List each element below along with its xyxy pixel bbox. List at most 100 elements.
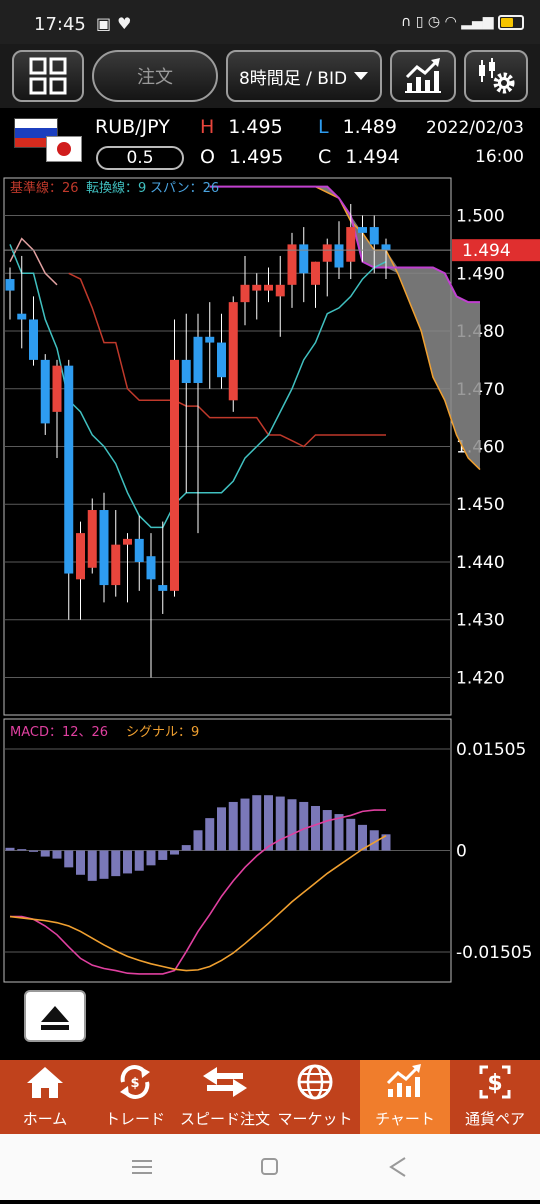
candle-body xyxy=(99,510,109,586)
layout-grid-button[interactable] xyxy=(12,50,84,102)
tab-speed-order-label: スピード注文 xyxy=(180,1110,271,1128)
macd-histogram-bar xyxy=(146,850,156,866)
lot-size[interactable]: 0.5 xyxy=(96,146,184,170)
tab-currency-pair[interactable]: $ 通貨ペア xyxy=(450,1060,540,1134)
candle xyxy=(193,313,203,534)
price-tick-label: 1.440 xyxy=(456,553,505,573)
macd-histogram-bar xyxy=(64,850,74,868)
menu-nav-icon[interactable] xyxy=(132,1160,152,1174)
macd-histogram-bar xyxy=(358,824,367,851)
home-icon xyxy=(27,1067,63,1098)
candle xyxy=(5,267,15,320)
svg-text:$: $ xyxy=(130,1076,139,1091)
chart-icon xyxy=(386,1064,422,1097)
candle-body xyxy=(158,585,168,591)
macd-histogram-bar xyxy=(228,801,238,851)
facebook-icon: ▣ xyxy=(96,14,118,33)
candle-body xyxy=(322,244,332,262)
candle xyxy=(228,296,238,412)
order-button[interactable]: 注文 xyxy=(92,50,218,102)
tab-home-label: ホーム xyxy=(22,1110,68,1128)
chart-area[interactable]: 1.500 1.490 1.480 1.470 1.460 1.450 1.440 1.430… xyxy=(0,176,540,984)
tab-home[interactable]: ホーム xyxy=(0,1060,90,1134)
candle-body xyxy=(217,342,226,378)
period-label: 8時間足 / BID xyxy=(238,68,348,89)
candle-body xyxy=(111,544,121,586)
candle-body xyxy=(146,556,156,580)
price-tick-label: 1.500 xyxy=(456,207,505,227)
macd-histogram-bar xyxy=(111,850,121,877)
candle xyxy=(205,302,215,389)
battery-icon xyxy=(498,14,524,30)
candle xyxy=(87,498,97,574)
macd-histogram-bar xyxy=(134,850,144,871)
indicator-legend-item: 転換線：9 xyxy=(86,180,146,196)
candle xyxy=(311,261,320,308)
candle-body xyxy=(228,302,238,401)
chart-type-button[interactable] xyxy=(390,50,456,102)
macd-tick-label: 0.01505 xyxy=(456,740,526,760)
candle-body xyxy=(64,365,74,574)
signal-icon: ▂▄▆ xyxy=(461,14,494,30)
flag-russia-icon xyxy=(14,118,58,148)
candle xyxy=(299,227,309,303)
candle xyxy=(287,232,297,308)
macd-histogram-bar xyxy=(381,834,391,851)
macd-histogram-bar xyxy=(264,795,273,851)
candle-body xyxy=(76,533,85,580)
chart-canvas[interactable]: 1.5001.4901.4801.4701.4601.4501.4401.430… xyxy=(0,176,540,984)
tab-market[interactable]: マーケット xyxy=(270,1060,360,1134)
speed-order-icon xyxy=(203,1067,247,1097)
chart-footer xyxy=(0,984,540,1060)
candle-body xyxy=(123,538,132,545)
candle-body xyxy=(240,284,250,303)
collapse-button[interactable] xyxy=(24,990,86,1042)
candle xyxy=(369,215,379,274)
svg-text:$: $ xyxy=(487,1071,502,1096)
candle xyxy=(52,359,62,459)
candle-body xyxy=(311,261,320,285)
macd-histogram-bar xyxy=(311,805,320,851)
macd-histogram-bar xyxy=(369,830,379,851)
candle-body xyxy=(29,319,38,360)
candle-body xyxy=(181,359,191,383)
macd-histogram-bar xyxy=(87,850,97,881)
tab-currency-pair-label: 通貨ペア xyxy=(465,1110,526,1128)
flag-japan-icon xyxy=(46,136,82,162)
candle-body xyxy=(381,244,391,251)
tab-trade[interactable]: $ トレード xyxy=(90,1060,180,1134)
candle xyxy=(217,313,226,389)
chart-settings-button[interactable] xyxy=(464,50,528,102)
candle-body xyxy=(134,538,144,562)
tab-speed-order[interactable]: スピード注文 xyxy=(180,1060,270,1134)
currency-pair[interactable]: RUB/JPY xyxy=(95,116,170,138)
indicator-legend-item: 基準線：26 xyxy=(10,180,79,196)
candle xyxy=(358,215,367,262)
candle-body xyxy=(346,227,356,262)
candle xyxy=(111,510,121,597)
price-tick-label: 1.430 xyxy=(456,611,505,631)
macd-histogram-bar xyxy=(252,795,262,851)
macd-histogram-bar xyxy=(52,850,62,859)
heart-icon: ♥ xyxy=(117,14,138,33)
period-select[interactable]: 8時間足 / BID xyxy=(226,50,382,102)
candle xyxy=(346,203,356,280)
ichimoku-cloud xyxy=(209,186,480,470)
candle xyxy=(76,521,85,620)
macd-legend-item: MACD：12、26 xyxy=(10,725,108,740)
vibrate-icon: ▯ xyxy=(415,14,424,30)
chart-toolbar: 注文 8時間足 / BID xyxy=(0,44,540,108)
current-price-badge xyxy=(452,239,540,262)
macd-histogram-bar xyxy=(322,810,332,851)
home-nav-icon[interactable] xyxy=(261,1158,278,1175)
back-nav-icon[interactable] xyxy=(389,1157,406,1177)
macd-histogram-bar xyxy=(275,796,285,851)
macd-histogram-bar xyxy=(123,850,132,874)
status-time: 17:45 xyxy=(34,14,86,35)
macd-histogram-bar xyxy=(170,850,179,855)
tab-chart[interactable]: チャート xyxy=(360,1060,451,1134)
status-bar: 17:45 ▣♥ ∩ ▯ ◷ ◠ ▂▄▆ xyxy=(0,0,540,44)
candle xyxy=(40,354,50,435)
candle-body xyxy=(5,279,15,291)
candle-body xyxy=(369,227,379,245)
